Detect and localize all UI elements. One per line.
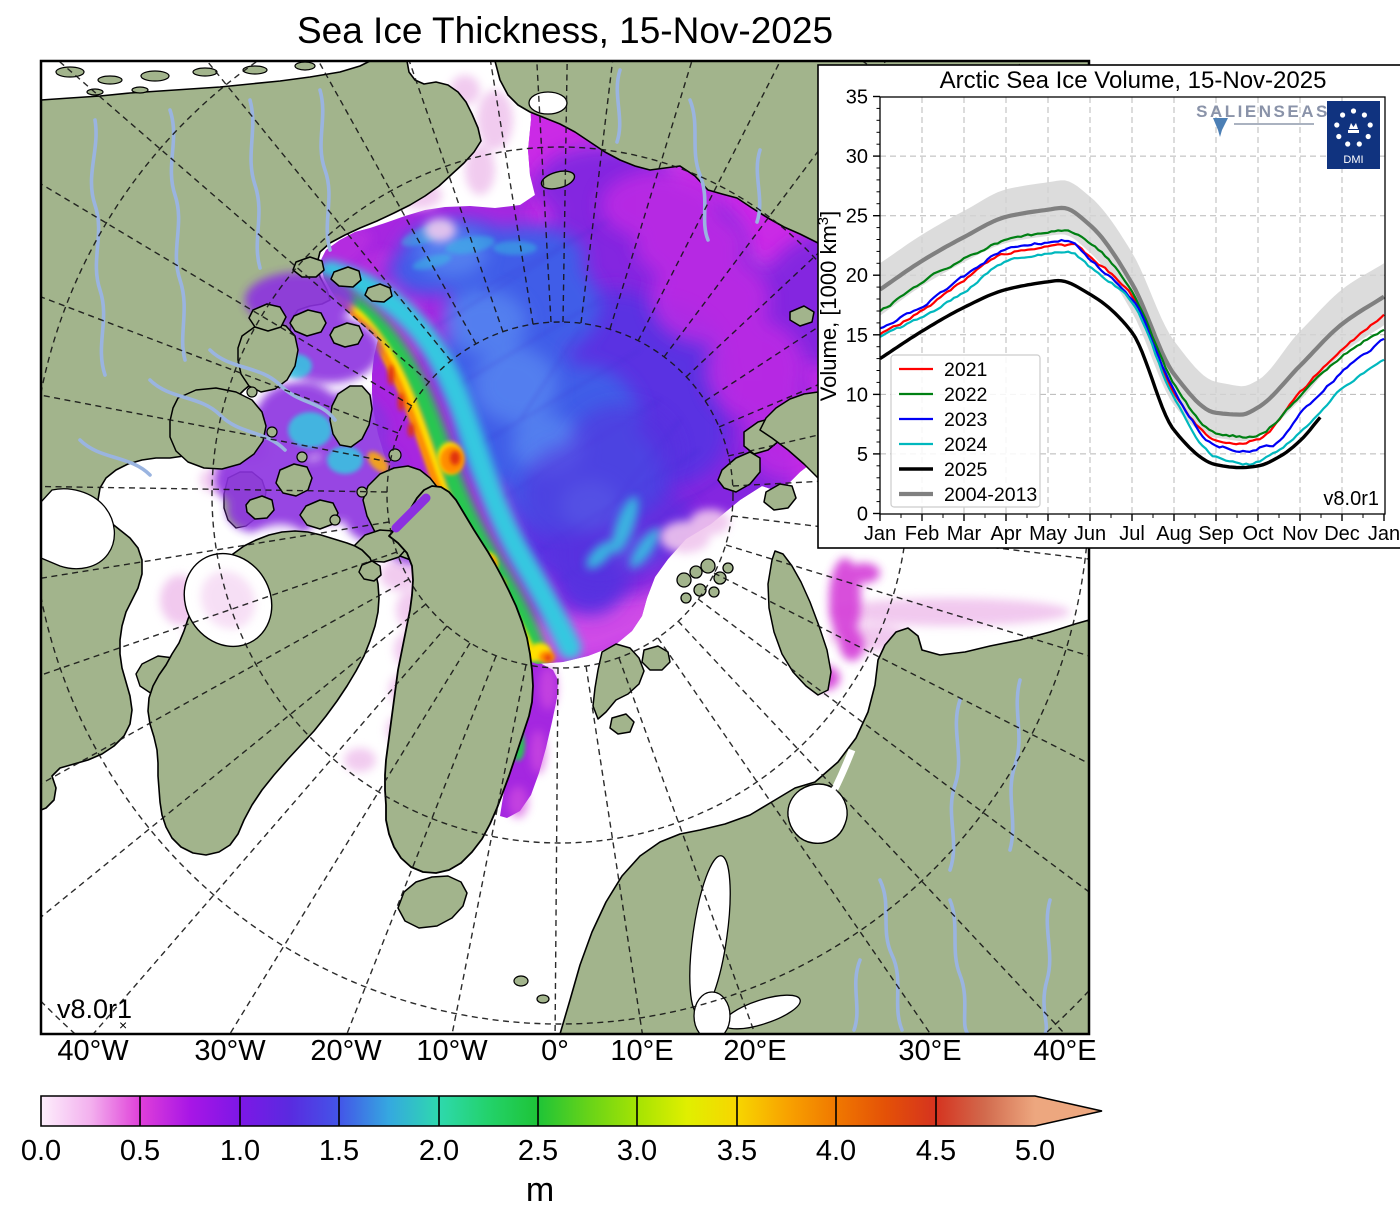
svg-text:2021: 2021 bbox=[944, 359, 987, 381]
svg-text:2022: 2022 bbox=[944, 384, 987, 406]
svg-text:m: m bbox=[526, 1171, 554, 1209]
svg-text:2023: 2023 bbox=[944, 409, 987, 431]
svg-text:40°E: 40°E bbox=[1033, 1035, 1096, 1067]
svg-text:Sep: Sep bbox=[1198, 523, 1234, 545]
svg-text:Arctic Sea Ice Volume, 15-Nov-: Arctic Sea Ice Volume, 15-Nov-2025 bbox=[940, 67, 1327, 94]
svg-text:Feb: Feb bbox=[905, 523, 939, 545]
svg-text:3.0: 3.0 bbox=[617, 1135, 657, 1167]
svg-text:v8.0r1: v8.0r1 bbox=[1323, 488, 1379, 510]
svg-text:Dec: Dec bbox=[1324, 523, 1360, 545]
svg-text:Jun: Jun bbox=[1074, 523, 1106, 545]
svg-text:Jan: Jan bbox=[864, 523, 896, 545]
svg-text:1.0: 1.0 bbox=[220, 1135, 260, 1167]
svg-text:Oct: Oct bbox=[1242, 523, 1274, 545]
svg-text:0: 0 bbox=[857, 504, 868, 526]
svg-text:5.0: 5.0 bbox=[1015, 1135, 1055, 1167]
svg-text:10: 10 bbox=[846, 384, 868, 406]
svg-text:2004-2013: 2004-2013 bbox=[944, 484, 1037, 506]
svg-text:2.0: 2.0 bbox=[419, 1135, 459, 1167]
svg-text:2024: 2024 bbox=[944, 434, 988, 456]
svg-text:3.5: 3.5 bbox=[717, 1135, 757, 1167]
svg-text:10°W: 10°W bbox=[416, 1035, 488, 1067]
svg-text:15: 15 bbox=[846, 325, 868, 347]
svg-text:Mar: Mar bbox=[947, 523, 982, 545]
svg-text:Jul: Jul bbox=[1119, 523, 1145, 545]
svg-text:30°E: 30°E bbox=[898, 1035, 961, 1067]
svg-text:35: 35 bbox=[846, 87, 868, 109]
svg-text:SALIENSEAS: SALIENSEAS bbox=[1196, 102, 1330, 121]
svg-text:2025: 2025 bbox=[944, 459, 988, 481]
svg-text:10°E: 10°E bbox=[610, 1035, 673, 1067]
svg-text:0°: 0° bbox=[541, 1035, 569, 1067]
svg-text:40°W: 40°W bbox=[57, 1035, 129, 1067]
svg-text:20°W: 20°W bbox=[310, 1035, 382, 1067]
svg-text:DMI: DMI bbox=[1343, 154, 1363, 166]
svg-text:4.0: 4.0 bbox=[816, 1135, 856, 1167]
svg-text:Apr: Apr bbox=[990, 523, 1021, 545]
svg-text:4.5: 4.5 bbox=[916, 1135, 956, 1167]
svg-text:30°W: 30°W bbox=[194, 1035, 266, 1067]
svg-text:20°E: 20°E bbox=[723, 1035, 786, 1067]
svg-text:v8.0r1: v8.0r1 bbox=[57, 994, 132, 1024]
svg-text:Jan: Jan bbox=[1368, 523, 1400, 545]
svg-text:×: × bbox=[119, 1017, 127, 1033]
svg-text:2.5: 2.5 bbox=[518, 1135, 558, 1167]
svg-text:Nov: Nov bbox=[1282, 523, 1318, 545]
svg-text:30: 30 bbox=[846, 146, 868, 168]
svg-text:Volume, [1000 km3]: Volume, [1000 km3] bbox=[815, 211, 841, 402]
svg-text:Aug: Aug bbox=[1156, 523, 1192, 545]
svg-text:Sea Ice Thickness, 15-Nov-2025: Sea Ice Thickness, 15-Nov-2025 bbox=[297, 10, 833, 51]
svg-text:0.0: 0.0 bbox=[21, 1135, 61, 1167]
svg-text:0.5: 0.5 bbox=[120, 1135, 160, 1167]
svg-text:25: 25 bbox=[846, 206, 868, 228]
svg-text:May: May bbox=[1029, 523, 1067, 545]
svg-text:5: 5 bbox=[857, 444, 868, 466]
svg-text:20: 20 bbox=[846, 265, 868, 287]
svg-text:1.5: 1.5 bbox=[319, 1135, 359, 1167]
